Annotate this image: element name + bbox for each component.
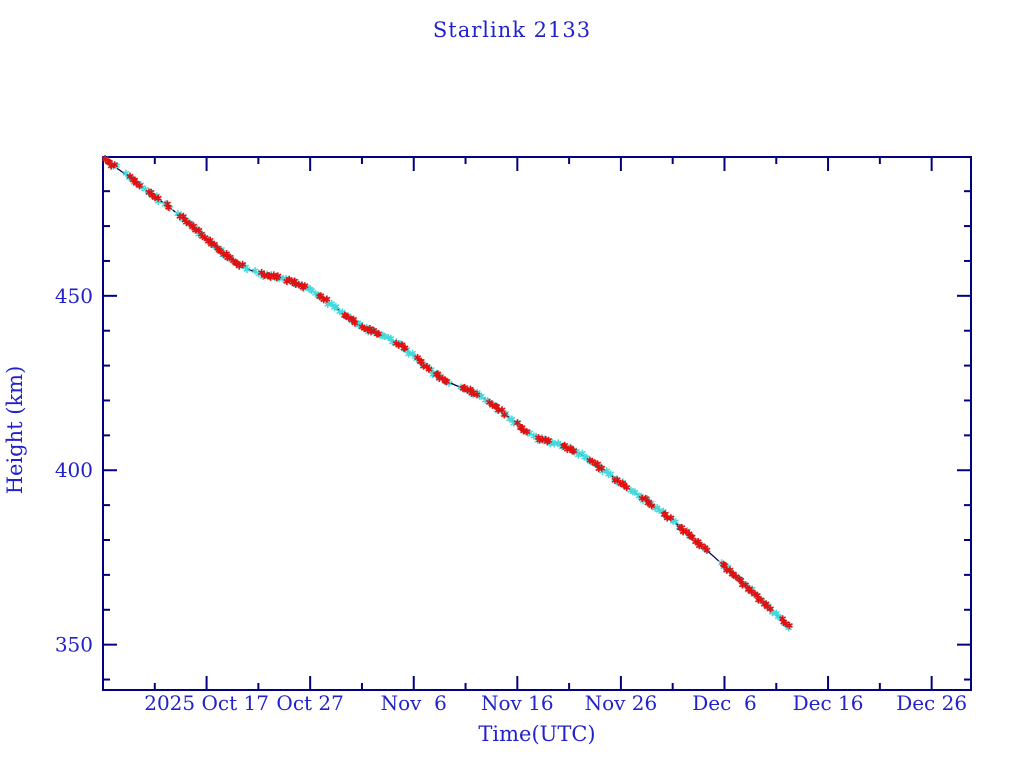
x-axis-title: Time(UTC) [478,722,595,746]
y-tick-label: 450 [55,284,93,308]
x-tick-label: Dec 26 [896,691,967,715]
x-tick-label: Dec 16 [793,691,864,715]
x-tick-label: Nov 16 [481,691,554,715]
x-tick-label: Oct 27 [276,691,343,715]
y-axis-title: Height (km) [3,366,27,495]
decay-track-series [101,155,793,632]
x-tick-label: 2025 Oct 17 [144,691,269,715]
plot-frame-rect [102,156,972,691]
axis-ticks [103,157,971,690]
plot-frame [102,156,972,691]
axis-tick-labels: 2025 Oct 17 Oct 27 Nov 6 Nov 16 Nov 26 Dec 6 D… [55,284,967,715]
y-tick-label: 400 [55,458,93,482]
y-tick-label: 350 [55,633,93,657]
x-tick-label: Dec 6 [692,691,757,715]
chart-title: Starlink 2133 [433,18,591,42]
observation-markers-red [101,155,793,630]
x-tick-label: Nov 6 [381,691,447,715]
x-tick-label: Nov 26 [585,691,658,715]
